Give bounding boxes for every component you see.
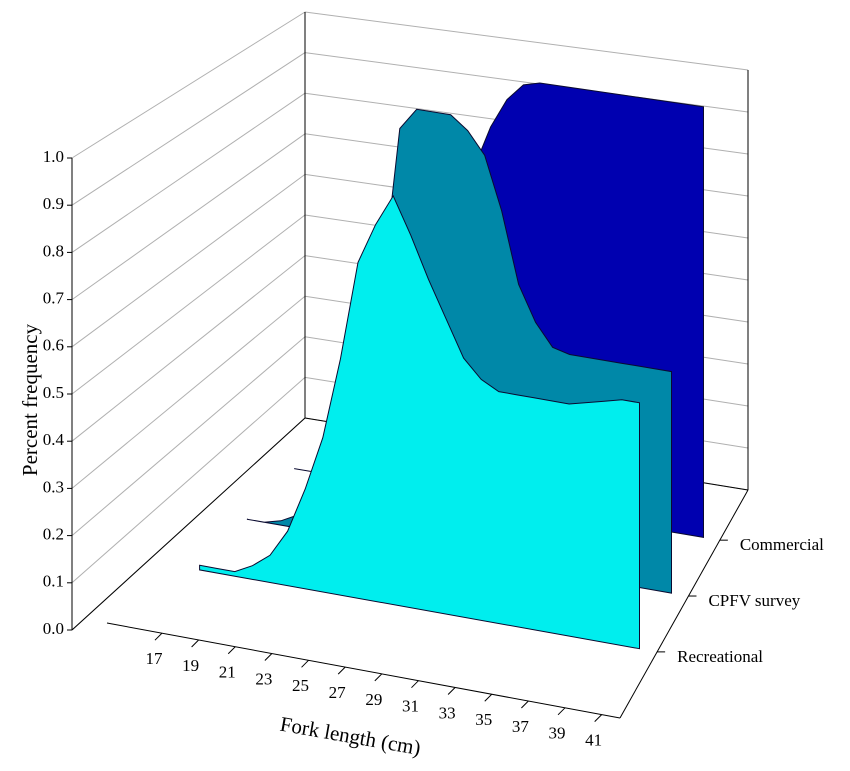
x-tick <box>557 707 566 716</box>
x-tick-label: 37 <box>512 717 530 736</box>
x-tick <box>484 693 493 702</box>
x-tick-label: 27 <box>329 683 347 702</box>
y-tick-label: 0.0 <box>43 619 64 638</box>
x-tick-label: 35 <box>475 710 492 729</box>
x-tick-label: 29 <box>365 690 382 709</box>
x-tick <box>264 653 273 661</box>
x-axis-title: Fork length (cm) <box>278 712 422 760</box>
y-axis-title: Percent frequency <box>18 323 42 476</box>
grid-line <box>71 377 306 584</box>
x-tick <box>227 646 236 655</box>
x-axis <box>106 622 621 719</box>
wall-edge <box>71 417 306 631</box>
y-tick-label: 0.6 <box>43 336 64 355</box>
y-tick-label: 0.3 <box>43 477 64 496</box>
x-tick-label: 21 <box>219 663 236 682</box>
x-tick-label: 25 <box>292 676 309 695</box>
grid-line <box>71 255 306 442</box>
x-tick <box>301 659 309 668</box>
y-tick-label: 1.0 <box>43 147 64 166</box>
grid-line <box>71 214 306 395</box>
x-tick <box>521 700 529 709</box>
y-tick-label: 0.5 <box>43 383 64 402</box>
x-tick <box>154 632 163 641</box>
grid-line <box>71 295 306 489</box>
label-group: 0.0 0.1 0.2 0.3 0.4 0.5 0.6 0.7 0.8 0.9 1.0 17 19 21 2… <box>43 147 824 750</box>
grid-line <box>71 92 306 253</box>
x-tick-label: 41 <box>585 731 602 750</box>
y-tick-label: 0.4 <box>43 430 65 449</box>
grid-line <box>304 11 749 71</box>
x-tick-label: 17 <box>145 649 163 668</box>
x-tick-label: 33 <box>439 703 456 722</box>
y-tick-label: 0.2 <box>43 525 64 544</box>
series-area <box>199 194 640 650</box>
depth-label: Recreational <box>677 647 763 666</box>
x-tick <box>374 673 383 682</box>
x-tick-label: 39 <box>549 724 566 743</box>
x-tick-label: 31 <box>402 697 419 716</box>
grid-line <box>71 336 306 536</box>
grid-line <box>71 173 306 348</box>
y-tick-label: 0.8 <box>43 241 64 260</box>
x-tick <box>594 714 603 722</box>
grid-line <box>71 11 306 159</box>
x-tick <box>411 680 419 689</box>
area-group <box>199 82 704 650</box>
x-tick <box>447 687 456 695</box>
depth-label: Commercial <box>740 535 824 554</box>
x-tick <box>337 666 346 675</box>
y-tick-label: 0.7 <box>43 289 65 308</box>
x-tick <box>191 639 199 648</box>
grid-line <box>71 52 306 206</box>
y-tick-label: 0.9 <box>43 194 64 213</box>
x-tick-label: 23 <box>255 669 272 688</box>
x-tick-label: 19 <box>182 656 199 675</box>
y-tick-label: 0.1 <box>43 572 64 591</box>
depth-label: CPFV survey <box>708 591 800 610</box>
grid-line <box>71 133 306 301</box>
depth-axis <box>619 489 749 719</box>
